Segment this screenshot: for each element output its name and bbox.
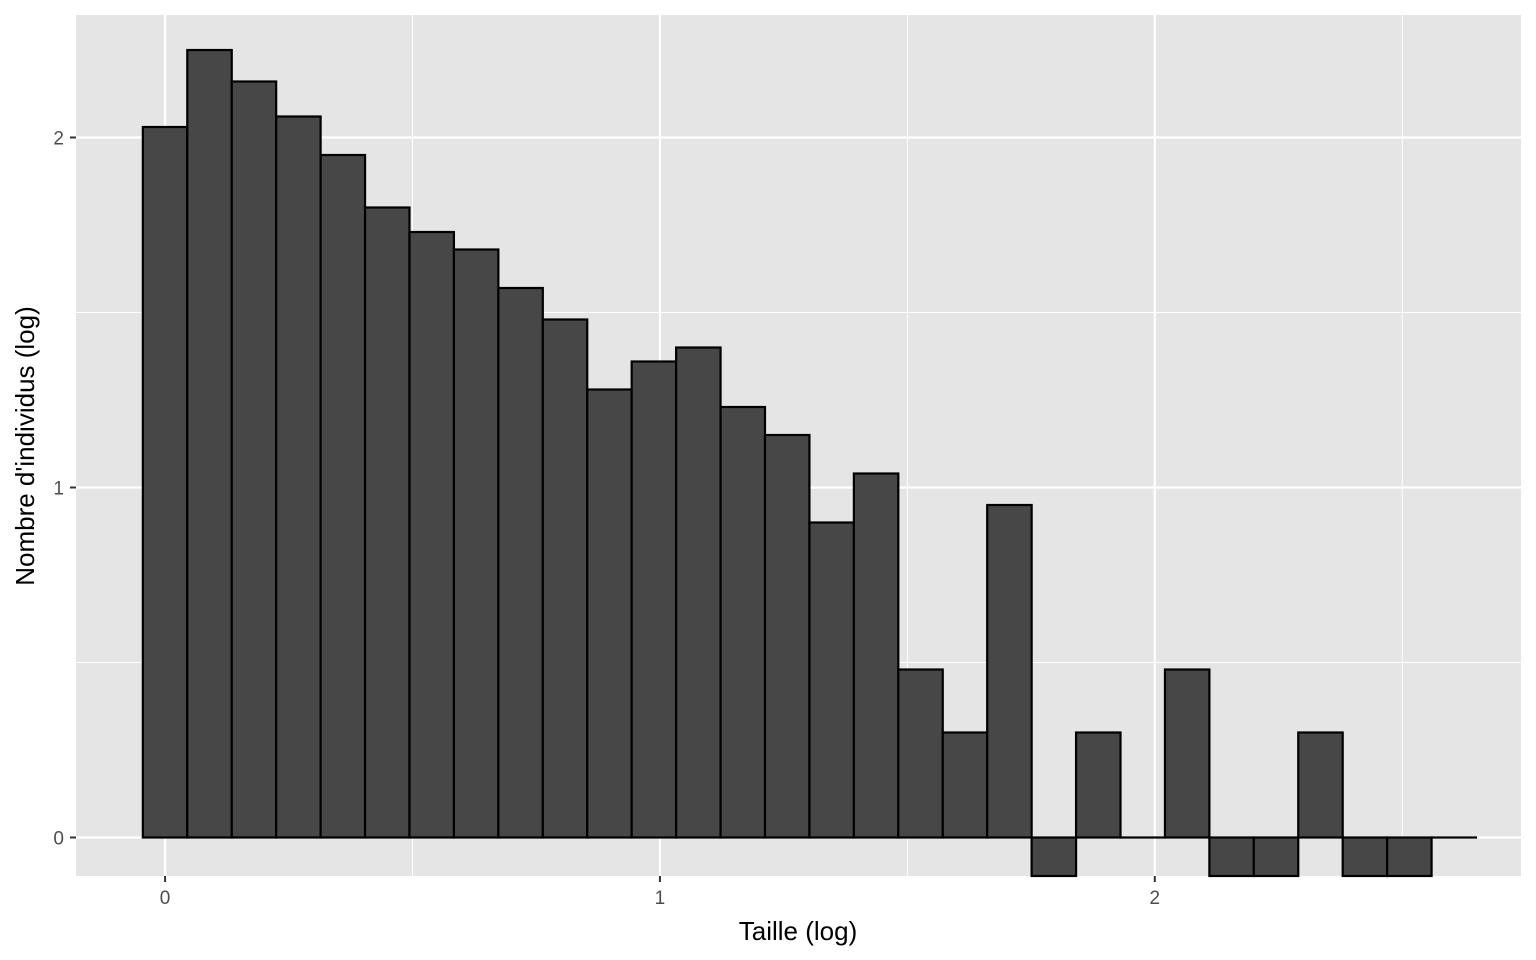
x-tick-label: 1 — [655, 888, 666, 909]
histogram-bar — [1341, 836, 1389, 878]
y-tick-label: 1 — [53, 479, 64, 500]
y-axis: 0 1 2 — [53, 129, 76, 850]
histogram-bar — [630, 360, 678, 839]
histogram-bar — [941, 731, 989, 839]
histogram-bar — [275, 115, 322, 839]
x-tick-label: 0 — [160, 888, 171, 909]
histogram-bar — [808, 521, 855, 839]
histogram-bar — [452, 248, 500, 839]
y-axis-title: Nombre d'individus (log) — [10, 306, 40, 586]
histogram-bar — [186, 48, 233, 839]
y-tick-label: 2 — [53, 129, 64, 150]
histogram-bar — [1208, 836, 1255, 878]
x-axis-title: Taille (log) — [739, 916, 858, 946]
histogram-bar — [1163, 668, 1211, 839]
histogram-bar — [319, 153, 367, 839]
histogram-bar — [1074, 731, 1122, 839]
histogram-bar — [141, 125, 189, 839]
histogram-bar — [1030, 836, 1078, 878]
histogram-bar — [1252, 836, 1300, 878]
histogram-bar — [497, 286, 544, 839]
histogram-bar — [986, 503, 1033, 839]
histogram-bar — [763, 433, 811, 839]
y-tick-label: 0 — [53, 829, 64, 850]
histogram-bar — [363, 206, 411, 839]
histogram-bar — [897, 668, 944, 839]
histogram-bar — [1297, 731, 1344, 839]
histogram-bar — [719, 405, 767, 839]
histogram-bar — [541, 318, 589, 839]
x-axis: 0 1 2 — [160, 876, 1160, 909]
x-tick-label: 2 — [1150, 888, 1161, 909]
histogram-bar — [408, 230, 456, 839]
histogram-bars — [141, 48, 1478, 878]
histogram-bar — [1386, 836, 1433, 878]
histogram-bar — [230, 80, 278, 839]
histogram-bar — [675, 346, 722, 839]
histogram-bar — [852, 472, 900, 839]
histogram-bar — [586, 388, 633, 839]
